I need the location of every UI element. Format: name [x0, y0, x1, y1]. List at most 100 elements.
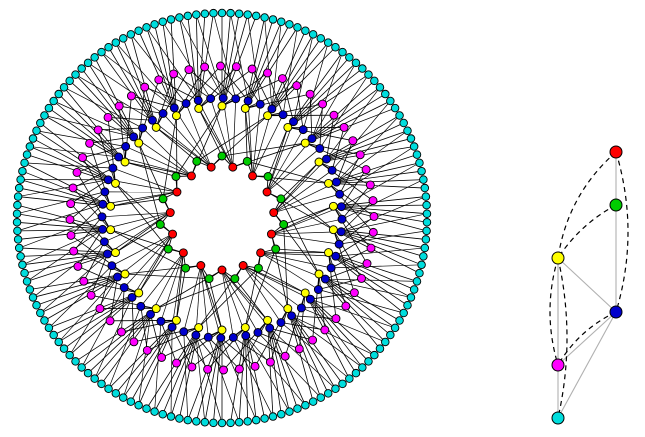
magenta-node [86, 290, 96, 300]
magenta-node [216, 61, 225, 71]
cyan-node [417, 260, 426, 270]
edge [138, 142, 161, 225]
cyan-node [301, 26, 310, 35]
cyan-node [142, 404, 151, 413]
green-node [263, 172, 273, 181]
blue-node [167, 322, 177, 332]
edge [29, 146, 119, 158]
edge [73, 250, 126, 275]
edge [171, 252, 184, 328]
edge [291, 315, 363, 368]
yellow-node [171, 315, 181, 325]
edge [146, 27, 199, 101]
red-node [172, 187, 182, 197]
edge [232, 98, 237, 168]
edge [58, 93, 126, 163]
edge [233, 337, 271, 363]
cyan-node [409, 142, 419, 151]
edge [333, 229, 420, 274]
cyan-node [65, 76, 74, 86]
magenta-node [126, 91, 136, 101]
cyan-node [420, 183, 430, 193]
edge [207, 327, 246, 370]
edge [244, 27, 298, 109]
edge [75, 74, 153, 121]
edge [236, 66, 261, 105]
magenta-node [368, 227, 378, 237]
edge [221, 142, 306, 157]
magenta-node [234, 364, 244, 374]
cyan-node [111, 38, 121, 47]
cyan-node [134, 26, 143, 35]
cyan-node [234, 9, 244, 18]
blue-node [179, 327, 189, 337]
cyan-node [234, 418, 244, 427]
edge [204, 66, 237, 100]
magenta-node [263, 68, 272, 78]
cyan-node [370, 76, 379, 86]
green-node [192, 156, 202, 166]
edge [304, 292, 369, 362]
edge [32, 273, 126, 298]
magenta-node [369, 212, 379, 221]
cyan-node [316, 34, 326, 43]
blue-node [158, 109, 168, 118]
edge [267, 42, 329, 116]
edge [328, 183, 375, 217]
edge [341, 213, 428, 233]
blue-node [156, 316, 166, 326]
yellow-node [300, 288, 310, 298]
edge [333, 229, 424, 257]
edge [238, 327, 246, 423]
edge [195, 265, 202, 336]
cyan-node [268, 15, 278, 24]
edge [287, 51, 343, 128]
edge [108, 320, 177, 390]
edge [266, 148, 321, 193]
red-node [238, 261, 248, 270]
edge [221, 14, 249, 107]
edge [326, 87, 381, 160]
blue-node [119, 283, 129, 293]
cyan-node [40, 316, 49, 325]
edge [29, 273, 126, 290]
yellow-node [194, 103, 204, 113]
cyan-node [142, 23, 151, 32]
edge [318, 138, 412, 163]
edge [87, 62, 164, 114]
edge [304, 292, 357, 374]
cyan-node [14, 183, 24, 193]
cyan-node [422, 209, 432, 218]
edge [222, 97, 234, 168]
edge [87, 308, 157, 374]
edge [280, 322, 325, 331]
edge [69, 191, 106, 220]
edge [195, 335, 223, 424]
edge [179, 17, 224, 99]
edge [287, 308, 314, 402]
cyan-node [25, 285, 35, 294]
green-node [253, 263, 263, 273]
edge [138, 87, 146, 144]
cyan-node [395, 316, 404, 325]
edge [115, 42, 175, 109]
edge [275, 248, 329, 254]
yellow-node [283, 122, 293, 132]
magenta-node [187, 362, 197, 372]
cyan-node [358, 363, 367, 372]
cyan-node [183, 415, 193, 425]
blue-node [336, 227, 346, 237]
cyan-node [25, 142, 35, 151]
edge [195, 14, 224, 99]
yellow-node [324, 178, 333, 188]
edge [557, 311, 617, 366]
magenta-node [308, 335, 318, 345]
edge [17, 204, 111, 231]
blue-node [276, 318, 286, 327]
edge [16, 213, 111, 231]
green-node [276, 194, 286, 204]
edge [200, 265, 209, 338]
cyan-node [166, 412, 176, 421]
edge [264, 17, 273, 109]
edge [311, 52, 343, 139]
